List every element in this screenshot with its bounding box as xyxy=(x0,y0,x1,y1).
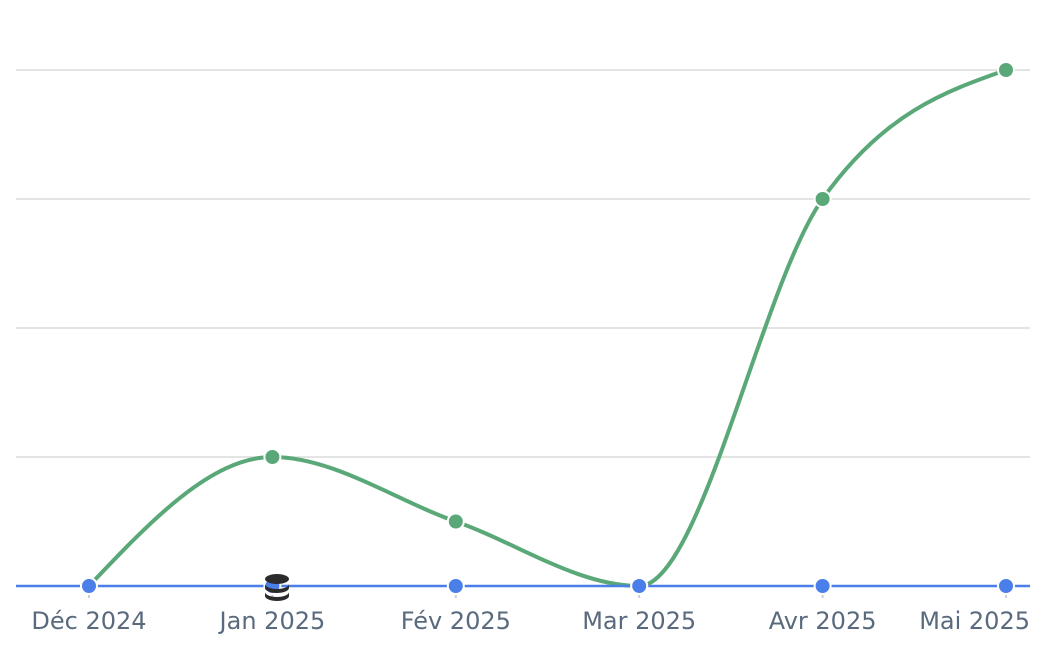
data-point xyxy=(80,577,98,595)
data-icon xyxy=(265,574,289,601)
data-point xyxy=(630,577,649,595)
data-point xyxy=(263,448,282,466)
data-point xyxy=(446,577,465,595)
x-tick-label: Mai 2025 xyxy=(919,607,1030,635)
data-point xyxy=(997,61,1015,79)
x-tick-label: Fév 2025 xyxy=(401,607,511,635)
data-point xyxy=(446,512,465,531)
data-point xyxy=(997,577,1015,595)
data-point xyxy=(813,577,832,595)
series-line xyxy=(87,68,1007,589)
x-tick-label: Mar 2025 xyxy=(582,607,696,635)
x-tick-label: Avr 2025 xyxy=(769,607,877,635)
data-point xyxy=(813,190,832,208)
x-tick-label: Déc 2024 xyxy=(31,607,146,635)
x-tick-label: Jan 2025 xyxy=(218,607,326,635)
